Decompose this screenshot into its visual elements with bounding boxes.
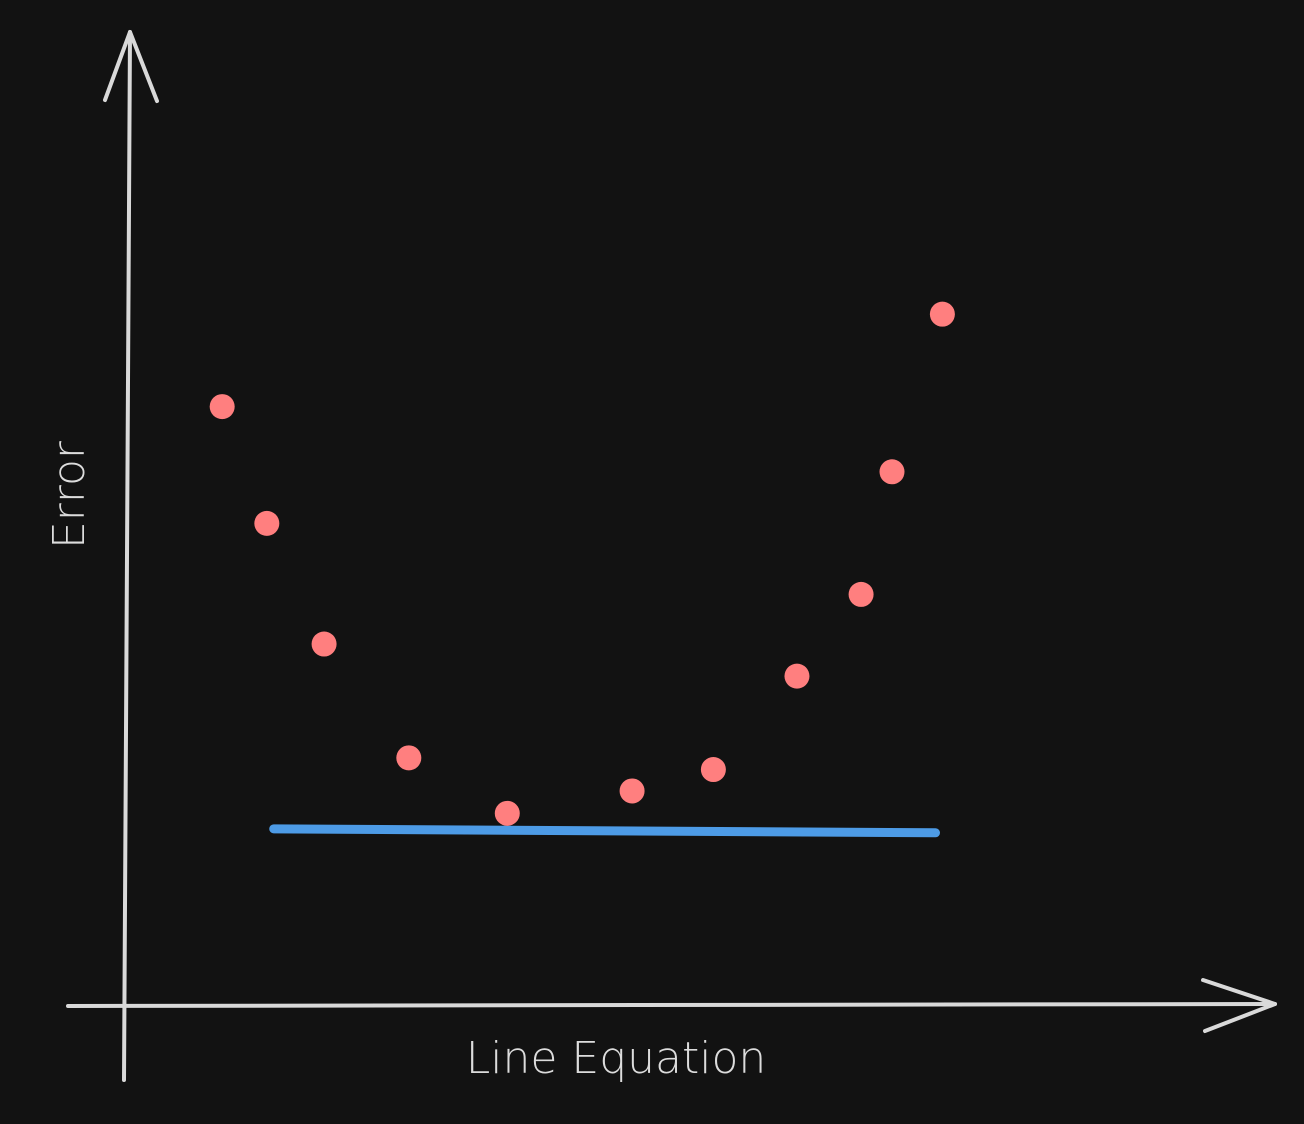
data-point-0 bbox=[209, 394, 235, 420]
y-axis-arrowhead bbox=[103, 30, 159, 103]
data-point-3 bbox=[396, 745, 422, 771]
data-points bbox=[209, 301, 955, 826]
data-point-7 bbox=[784, 663, 810, 689]
reference-line-layer bbox=[269, 824, 941, 838]
y-axis bbox=[103, 30, 159, 1082]
y-axis-label: Error bbox=[44, 440, 95, 549]
data-point-2 bbox=[311, 631, 337, 657]
data-point-1 bbox=[254, 510, 280, 536]
x-axis-line bbox=[66, 1002, 1277, 1008]
data-point-6 bbox=[700, 757, 726, 783]
x-axis-arrowhead bbox=[1201, 978, 1277, 1033]
data-point-8 bbox=[848, 581, 874, 607]
data-point-9 bbox=[879, 459, 905, 485]
x-axis bbox=[66, 978, 1277, 1033]
reference-line-0 bbox=[269, 824, 941, 838]
data-point-5 bbox=[619, 778, 645, 804]
data-point-10 bbox=[929, 301, 955, 327]
x-axis-label: Line Equation bbox=[466, 1033, 767, 1084]
data-point-4 bbox=[494, 800, 520, 826]
y-axis-line bbox=[122, 30, 132, 1082]
